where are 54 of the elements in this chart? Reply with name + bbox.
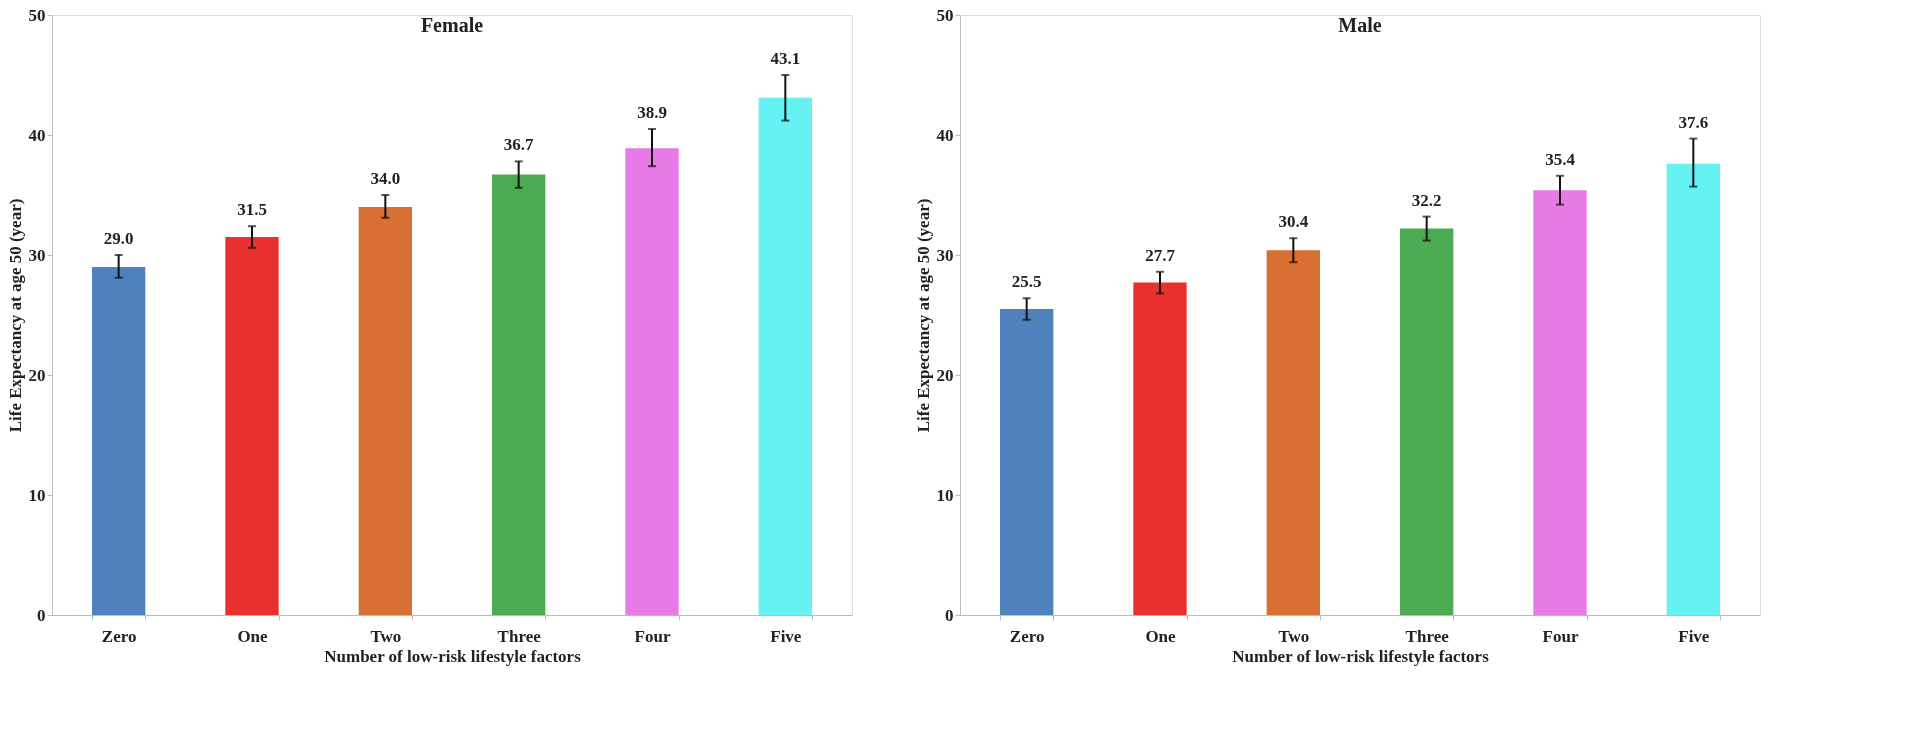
x-axis-title: Number of low-risk lifestyle factors (1232, 646, 1490, 666)
y-tick-label: 20 (936, 365, 954, 385)
bar (225, 237, 279, 615)
x-tick-label: Two (370, 626, 402, 646)
y-tick-label: 30 (936, 245, 954, 265)
data-label: 34.0 (370, 169, 401, 188)
bar (1533, 190, 1587, 615)
data-label: 35.4 (1545, 149, 1576, 169)
y-tick-label: 0 (37, 605, 46, 625)
bar (1400, 228, 1454, 615)
x-tick-label: Five (770, 626, 802, 646)
bar (1000, 309, 1054, 615)
bar (358, 207, 412, 615)
y-tick-label: 10 (28, 485, 46, 505)
y-tick-label: 20 (28, 365, 46, 385)
x-tick-label: Three (1405, 626, 1450, 646)
x-tick-label: Four (1542, 626, 1579, 646)
y-tick-label: 50 (936, 5, 954, 25)
y-tick-label: 40 (936, 125, 954, 145)
x-tick-label: Zero (101, 626, 137, 646)
y-axis-title: Life Expectancy at age 50 (year) (5, 198, 25, 433)
data-label: 37.6 (1678, 112, 1709, 132)
data-label: 27.7 (1145, 245, 1176, 265)
data-label: 43.1 (770, 49, 801, 68)
data-label: 36.7 (503, 135, 535, 155)
y-tick-label: 0 (945, 605, 954, 625)
y-tick-label: 40 (28, 125, 46, 145)
data-label: 32.2 (1411, 190, 1442, 210)
x-tick-label: Two (1278, 626, 1310, 646)
data-label: 25.5 (1011, 272, 1042, 292)
x-tick-label: One (237, 626, 269, 646)
x-axis-title: Number of low-risk lifestyle factors (324, 646, 582, 666)
chart-title: Female (420, 14, 484, 36)
bar (1266, 250, 1320, 615)
x-tick-label: Five (1678, 626, 1710, 646)
data-label: 38.9 (637, 103, 667, 122)
x-tick-label: Three (497, 626, 542, 646)
chart-title: Male (1338, 14, 1382, 36)
y-tick-label: 50 (28, 5, 46, 25)
bar (92, 267, 146, 615)
bar (1133, 282, 1187, 615)
y-tick-label: 10 (936, 485, 954, 505)
bar (625, 148, 679, 615)
y-axis-title: Life Expectancy at age 50 (year) (913, 198, 933, 433)
data-label: 29.0 (103, 229, 134, 248)
x-tick-label: Zero (1009, 626, 1045, 646)
y-tick-label: 30 (28, 245, 46, 265)
x-tick-label: One (1145, 626, 1177, 646)
bar (1666, 163, 1720, 615)
bar (492, 174, 546, 615)
data-label: 30.4 (1278, 212, 1309, 232)
data-label: 31.5 (237, 200, 267, 220)
x-tick-label: Four (634, 626, 671, 646)
bar (758, 97, 812, 615)
